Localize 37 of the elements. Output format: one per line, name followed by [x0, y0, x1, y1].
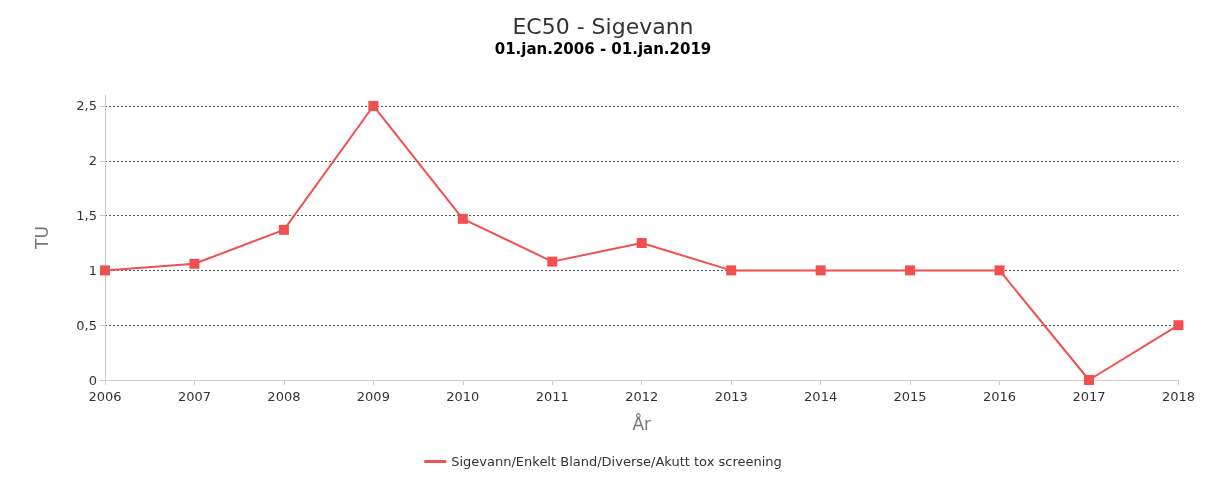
x-tick-label: 2008: [267, 389, 301, 404]
chart-subtitle: 01.jan.2006 - 01.jan.2019: [494, 39, 712, 58]
x-tick-label: 2014: [804, 389, 838, 404]
y-tick-label: 0: [88, 372, 97, 388]
x-tick-label: 2009: [356, 389, 390, 404]
point: [905, 265, 916, 276]
point: [1084, 375, 1094, 385]
point: [1173, 320, 1184, 331]
x-tick-label: 2007: [177, 389, 211, 404]
point: [815, 265, 826, 276]
y-tick-label: 0,5: [76, 317, 97, 333]
point: [994, 265, 1005, 276]
point: [636, 237, 647, 248]
x-tick-label: 2012: [625, 389, 659, 404]
x-axis-title: År: [632, 412, 652, 434]
point: [189, 258, 200, 269]
y-tick-label: 2,5: [76, 98, 97, 114]
legend-label: Sigevann/Enkelt Bland/Diverse/Akutt tox screening: [451, 454, 782, 469]
point: [726, 265, 737, 276]
point: [547, 256, 558, 267]
x-tick-label: 2013: [714, 389, 748, 404]
y-tick-label: 1: [88, 262, 97, 278]
point: [100, 265, 110, 276]
x-tick-label: 2017: [1072, 389, 1106, 404]
y-tick-label: 2: [88, 153, 97, 169]
x-tick-label: 2015: [893, 389, 927, 404]
point: [278, 224, 289, 235]
x-tick-label: 2006: [88, 389, 122, 404]
x-tick-label: 2010: [446, 389, 480, 404]
x-tick-label: 2018: [1161, 389, 1195, 404]
y-tick-label: 1,5: [76, 208, 97, 224]
chart-title: EC50 - Sigevann: [512, 13, 694, 39]
point: [368, 100, 379, 111]
point: [457, 213, 468, 224]
x-tick-label: 2011: [535, 389, 569, 404]
y-axis-title: TU: [31, 226, 52, 250]
x-tick-label: 2016: [983, 389, 1017, 404]
